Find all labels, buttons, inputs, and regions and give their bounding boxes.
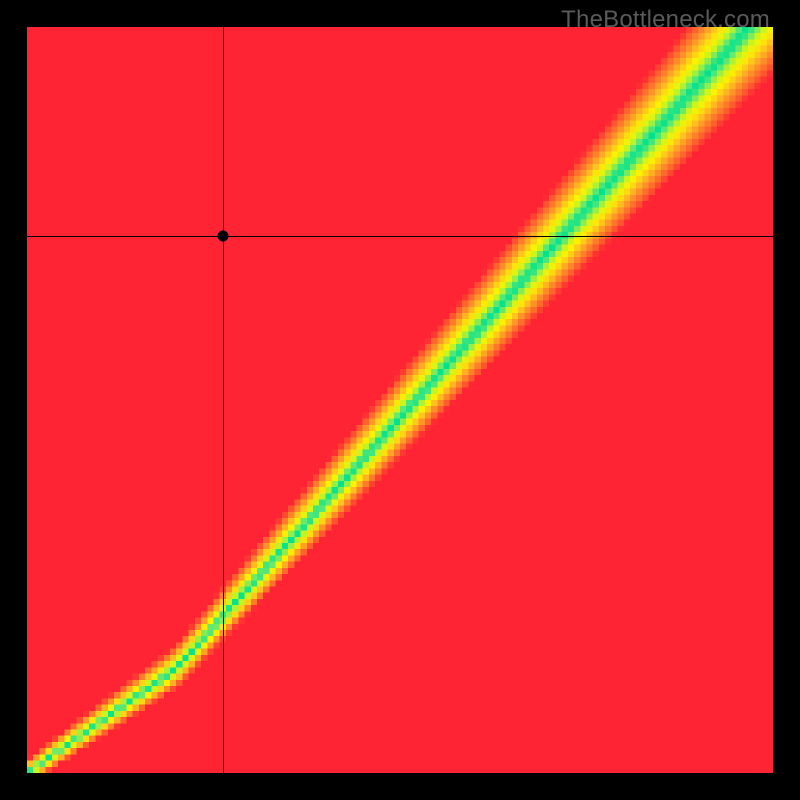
crosshair-horizontal bbox=[27, 236, 773, 237]
crosshair-vertical bbox=[223, 27, 224, 773]
crosshair-point[interactable] bbox=[218, 230, 229, 241]
watermark-text: TheBottleneck.com bbox=[561, 6, 770, 34]
bottleneck-heatmap bbox=[27, 27, 773, 773]
heatmap-canvas bbox=[27, 27, 773, 773]
